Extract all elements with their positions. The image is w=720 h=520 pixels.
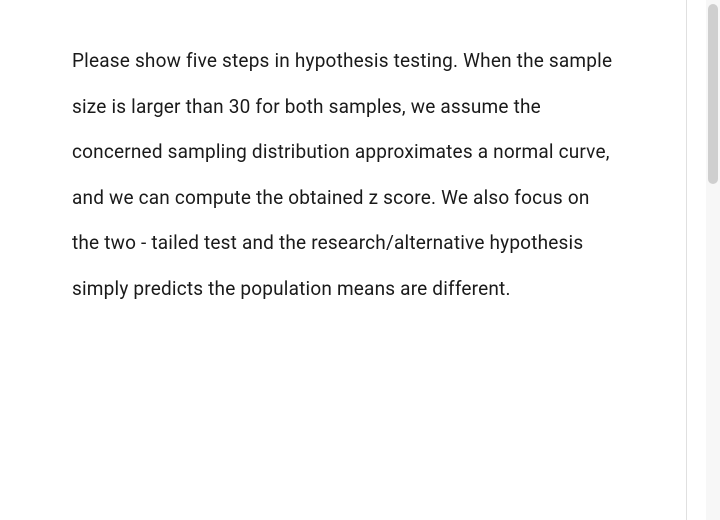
document-page: Please show five steps in hypothesis tes…	[0, 0, 687, 520]
scrollbar-track[interactable]	[706, 0, 720, 520]
body-paragraph: Please show five steps in hypothesis tes…	[72, 38, 614, 312]
scrollbar-thumb[interactable]	[708, 4, 718, 184]
